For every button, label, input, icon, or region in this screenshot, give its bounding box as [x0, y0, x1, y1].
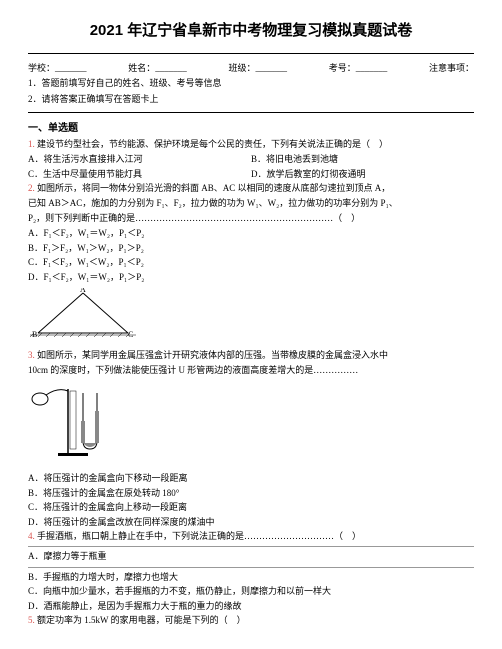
q4-number: 4. [28, 531, 35, 541]
q2-opt-a: A．F₁＜F₂，W₁＝W₂，P₁＜P₂ [28, 227, 474, 241]
examno-field: 考号：_______ [329, 62, 388, 76]
note-2: 2．请将答案正确填写在答题卡上 [28, 93, 474, 107]
q2-opt-c: C．F₁＜F₂，W₁＜W₂，P₁＜P₂ [28, 256, 474, 270]
utube-diagram [28, 381, 474, 466]
class-field: 班级：_______ [228, 62, 287, 76]
section-heading: 一、单选题 [28, 121, 474, 136]
q3-opt-b: B．将压强计的金属盒在原处转动 180° [28, 487, 474, 501]
school-field: 学校：_______ [28, 62, 87, 76]
triangle-diagram: A B C [28, 288, 474, 343]
q4-opt-b: B．手握瓶的力增大时，摩擦力也增大 [28, 571, 474, 585]
q1-text: 建设节约型社会，节约能源、保护环境是每个公民的责任，下列有关说法正确的是（ ） [37, 139, 388, 149]
page-title: 2021 年辽宁省阜新市中考物理复习模拟真题试卷 [28, 20, 474, 43]
note-1: 1．答题前填写好自己的姓名、班级、考号等信息 [28, 77, 474, 91]
question-4: 4. 手握酒瓶，瓶口朝上静止在手中，下列说法正确的是…………………………（ ） [28, 530, 474, 543]
svg-text:A: A [80, 288, 86, 294]
divider-top [28, 53, 474, 54]
q4-text: 手握酒瓶，瓶口朝上静止在手中，下列说法正确的是…………………………（ ） [37, 531, 361, 541]
q3-opt-c: C．将压强计的金属盒向上移动一段距离 [28, 501, 474, 515]
q5-number: 5. [28, 615, 35, 625]
q5-text: 额定功率为 1.5kW 的家用电器，可能是下列的（ ） [37, 615, 246, 625]
q2-opt-d: D．F₁＜F₂，W₁＝W₂，P₁＞P₂ [28, 271, 474, 285]
q1-opt-a: A．将生活污水直接排入江河 [28, 153, 251, 167]
q2-text: 如图所示，将同一物体分别沿光滑的斜面 AB、AC 以相同的速度从底部匀速拉到顶点… [37, 183, 390, 193]
q2-text-line3: P₂，则下列判断中正确的是…………………………………………………………（ ） [28, 212, 474, 225]
question-2: 2. 如图所示，将同一物体分别沿光滑的斜面 AB、AC 以相同的速度从底部匀速拉… [28, 182, 474, 195]
q2-text-line2: 已知 AB＞AC，施加的力分别为 F₁、F₂，拉力做的功为 W₁、W₂，拉力做功… [28, 197, 474, 210]
q4-opt-a: A．摩擦力等于瓶重 [28, 550, 474, 564]
question-5: 5. 额定功率为 1.5kW 的家用电器，可能是下列的（ ） [28, 614, 474, 627]
q3-text: 如图所示，某同学用金属压强盒计开研究液体内部的压强。当带橡皮膜的金属盒浸入水中 [37, 350, 388, 360]
q1-options: A．将生活污水直接排入江河 B．将旧电池丢到池塘 C．生活中尽量使用节能灯具 D… [28, 153, 474, 182]
q4-underline-a [28, 546, 474, 547]
q1-number: 1. [28, 139, 35, 149]
q3-opt-a: A．将压强计的金属盒向下移动一段距离 [28, 472, 474, 486]
q2-number: 2. [28, 183, 35, 193]
q3-number: 3. [28, 350, 35, 360]
q3-opt-d: D．将压强计的金属盒改放在同样深度的煤油中 [28, 516, 474, 530]
divider-after-notes [28, 112, 474, 113]
q2-opt-b: B．F₁＞F₂，W₁＞W₂，P₁＞P₂ [28, 242, 474, 256]
student-info-row: 学校：_______ 姓名：_______ 班级：_______ 考号：____… [28, 62, 474, 76]
q1-opt-b: B．将旧电池丢到池塘 [251, 153, 474, 167]
q3-options: A．将压强计的金属盒向下移动一段距离 B．将压强计的金属盒在原处转动 180° … [28, 472, 474, 529]
q2-options: A．F₁＜F₂，W₁＝W₂，P₁＜P₂ B．F₁＞F₂，W₁＞W₂，P₁＞P₂ … [28, 227, 474, 284]
attention-label: 注意事项： [429, 62, 474, 76]
q1-opt-d: D．放学后教室的灯彻夜通明 [251, 168, 474, 182]
q4-options-rest: B．手握瓶的力增大时，摩擦力也增大 C．向瓶中加少量水，若手握瓶的力不变，瓶仍静… [28, 571, 474, 614]
q4-underline-b [28, 567, 474, 568]
question-1: 1. 建设节约型社会，节约能源、保护环境是每个公民的责任，下列有关说法正确的是（… [28, 138, 474, 151]
q4-opt-c: C．向瓶中加少量水，若手握瓶的力不变，瓶仍静止，则摩擦力和以前一样大 [28, 585, 474, 599]
name-field: 姓名：_______ [128, 62, 187, 76]
q1-opt-c: C．生活中尽量使用节能灯具 [28, 168, 251, 182]
question-3: 3. 如图所示，某同学用金属压强盒计开研究液体内部的压强。当带橡皮膜的金属盒浸入… [28, 349, 474, 362]
q4-options: A．摩擦力等于瓶重 [28, 550, 474, 564]
q4-opt-d: D．酒瓶能静止，是因为手握瓶力大于瓶的重力的缘故 [28, 600, 474, 614]
q3-text-line2: 10cm 的深度时，下列做法能使压强计 U 形管两边的液面高度差增大的是…………… [28, 364, 474, 377]
